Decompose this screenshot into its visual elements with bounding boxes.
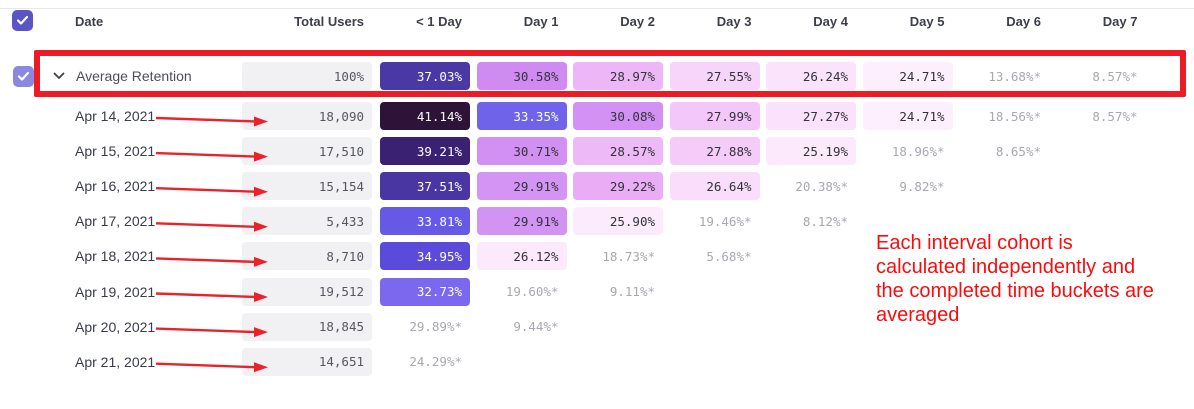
retention-cell[interactable]: 30.08% (573, 102, 663, 130)
column-header-bucket: Day 1 (523, 14, 559, 29)
annotation-note-line: calculated independently and (876, 256, 1136, 278)
retention-cell[interactable]: 34.95% (380, 242, 470, 271)
column-header-bucket: Day 2 (620, 14, 655, 29)
retention-cell[interactable]: 29.91% (476, 172, 567, 201)
retention-cell-incomplete: 13.68%* (988, 68, 1041, 84)
column-header-bucket: Day 5 (909, 14, 945, 29)
column-header-date: Date (75, 14, 104, 29)
retention-cell[interactable]: 27.99% (669, 102, 760, 130)
retention-cell[interactable]: 32.73% (380, 277, 470, 306)
retention-cell[interactable]: 26.24% (766, 62, 856, 90)
retention-cell[interactable]: 24.71% (862, 62, 953, 90)
retention-cell-incomplete: 18.96%* (891, 143, 945, 159)
retention-cell[interactable]: 24.71% (862, 102, 953, 130)
retention-cell-incomplete: 8.12%* (802, 213, 848, 229)
retention-cell[interactable]: 37.51% (380, 172, 470, 201)
total-users-cell: 18,090 (242, 102, 372, 130)
total-users-cell: 5,433 (242, 207, 372, 236)
retention-cell[interactable]: 26.64% (669, 172, 760, 201)
cohort-date-label: Apr 16, 2021 (75, 178, 156, 195)
retention-cell[interactable]: 28.97% (573, 62, 663, 90)
cohort-date-label: Apr 18, 2021 (75, 248, 156, 265)
retention-cell[interactable]: 30.71% (476, 137, 567, 166)
column-header-bucket: Day 7 (1102, 14, 1138, 29)
total-users-cell: 8,710 (242, 242, 372, 271)
retention-cell[interactable]: 28.57% (573, 137, 663, 166)
retention-cell[interactable]: 29.91% (476, 207, 567, 236)
total-users-cell: 100% (242, 62, 372, 90)
table-top-border (0, 8, 1194, 9)
retention-cell[interactable]: 27.55% (669, 62, 760, 90)
column-header-bucket: < 1 Day (416, 14, 462, 29)
column-header-bucket: Day 3 (716, 14, 752, 29)
retention-cell-incomplete: 9.44%* (513, 319, 559, 335)
total-users-cell: 14,651 (242, 347, 372, 376)
retention-cell-incomplete: 24.29%* (409, 354, 462, 370)
retention-cell-incomplete: 29.89%* (409, 319, 462, 335)
retention-cell[interactable]: 27.27% (766, 102, 856, 130)
retention-cell[interactable]: 27.88% (669, 137, 760, 166)
average-retention-label: Average Retention (76, 68, 192, 84)
retention-cell[interactable]: 25.19% (766, 137, 856, 166)
retention-cell-incomplete: 19.60%* (505, 284, 559, 299)
retention-cell-incomplete: 20.38%* (795, 178, 848, 194)
retention-cell[interactable]: 41.14% (380, 102, 470, 130)
column-header-bucket: Day 6 (1006, 14, 1041, 29)
select-all-checkbox[interactable] (12, 10, 33, 31)
annotation-note: Each interval cohort is calculated indepe… (876, 231, 1188, 327)
total-users-cell: 19,512 (242, 277, 372, 306)
cohort-date-label: Apr 21, 2021 (75, 353, 156, 370)
retention-cell-incomplete: 19.46%* (698, 213, 752, 229)
annotation-note-line: averaged (876, 304, 960, 326)
cohort-date-label: Apr 14, 2021 (75, 108, 156, 124)
retention-cell-incomplete: 8.57%* (1092, 68, 1138, 84)
column-header-total-users: Total Users (294, 14, 364, 29)
total-users-cell: 15,154 (242, 172, 372, 201)
retention-cell[interactable]: 26.12% (476, 242, 567, 271)
check-icon (16, 15, 29, 25)
cohort-date-label: Apr 19, 2021 (75, 283, 156, 300)
cohort-date-label: Apr 20, 2021 (75, 318, 156, 335)
annotation-note-line: the completed time buckets are (876, 280, 1154, 302)
total-users-cell: 18,845 (242, 312, 372, 341)
retention-cell-incomplete: 18.56%* (988, 108, 1041, 124)
retention-cell[interactable]: 29.22% (573, 172, 663, 201)
cohort-date-label: Apr 15, 2021 (75, 143, 156, 160)
retention-cell[interactable]: 37.03% (380, 62, 470, 90)
check-icon (17, 71, 30, 81)
retention-cell[interactable]: 33.81% (380, 207, 470, 236)
cohort-date-label: Apr 17, 2021 (75, 213, 156, 230)
retention-cell[interactable]: 25.90% (573, 207, 663, 236)
retention-cell-incomplete: 8.65%* (995, 143, 1041, 159)
chevron-down-icon[interactable] (53, 72, 65, 80)
retention-cell[interactable]: 39.21% (380, 137, 470, 166)
total-users-cell: 17,510 (242, 137, 372, 166)
retention-cell-incomplete: 8.57%* (1092, 108, 1138, 124)
retention-cell[interactable]: 30.58% (476, 62, 567, 90)
retention-cell-incomplete: 9.82%* (899, 178, 945, 194)
retention-cell-incomplete: 5.68%* (706, 248, 752, 264)
annotation-note-line: Each interval cohort is (876, 232, 1073, 254)
retention-cell-incomplete: 18.73%* (602, 248, 655, 264)
column-header-bucket: Day 4 (813, 14, 848, 29)
retention-cell-incomplete: 9.11%* (609, 284, 655, 299)
retention-cell[interactable]: 33.35% (476, 102, 567, 130)
average-row-checkbox[interactable] (13, 66, 34, 87)
